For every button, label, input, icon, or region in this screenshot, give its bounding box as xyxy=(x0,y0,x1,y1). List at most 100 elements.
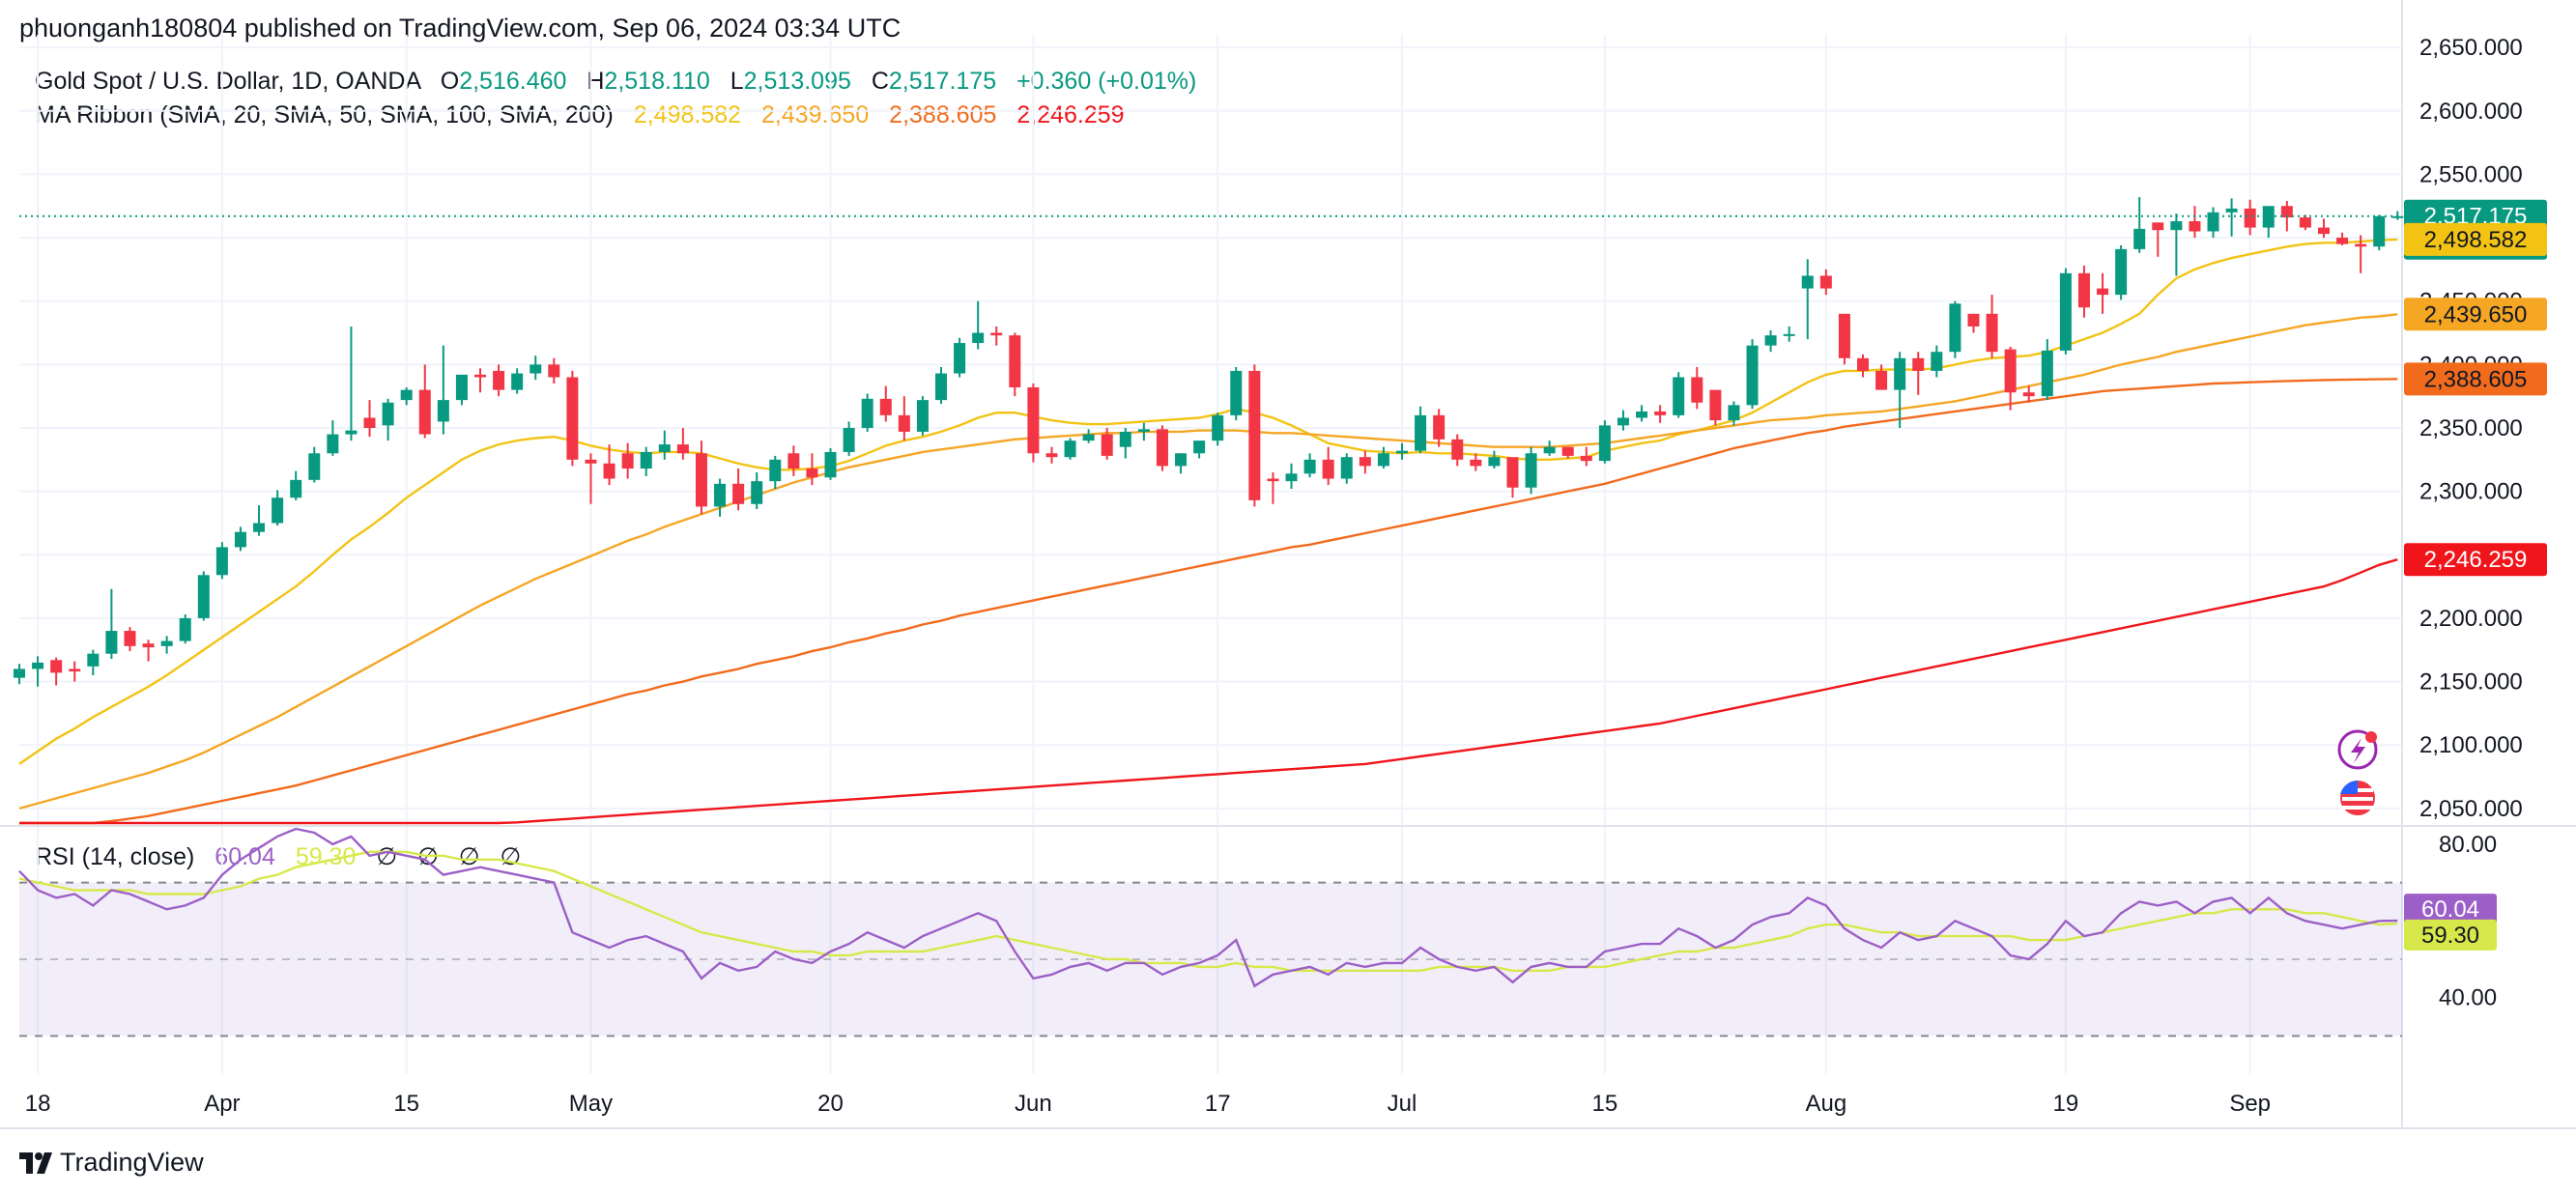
candle-body[interactable] xyxy=(1912,357,1925,371)
candle-body[interactable] xyxy=(2280,206,2293,218)
candle-body[interactable] xyxy=(566,377,579,460)
candle-body[interactable] xyxy=(2244,208,2256,228)
candle-body[interactable] xyxy=(751,481,763,504)
candle-body[interactable] xyxy=(1949,303,1961,353)
candle-body[interactable] xyxy=(1451,439,1464,460)
candle-body[interactable] xyxy=(1009,335,1021,387)
lightning-icon[interactable] xyxy=(2337,729,2378,770)
candle-body[interactable] xyxy=(658,444,671,452)
candle-body[interactable] xyxy=(2022,392,2035,397)
candle-body[interactable] xyxy=(843,428,855,452)
candle-body[interactable] xyxy=(1986,313,1998,353)
candle-body[interactable] xyxy=(2097,288,2109,296)
candle-body[interactable] xyxy=(1654,411,1667,415)
candle-body[interactable] xyxy=(2207,212,2219,232)
candle-body[interactable] xyxy=(1175,453,1188,467)
candle-body[interactable] xyxy=(898,414,910,432)
candle-body[interactable] xyxy=(1156,429,1168,467)
candle-body[interactable] xyxy=(1580,455,1592,462)
candle-body[interactable] xyxy=(916,400,929,432)
candle-body[interactable] xyxy=(879,398,892,415)
candle-body[interactable] xyxy=(806,469,818,478)
candle-body[interactable] xyxy=(990,332,1003,336)
candle-body[interactable] xyxy=(179,617,191,641)
candle-body[interactable] xyxy=(1673,377,1685,415)
candle-body[interactable] xyxy=(1967,313,1980,327)
candle-body[interactable] xyxy=(1617,417,1629,426)
candle-body[interactable] xyxy=(1285,473,1298,482)
candle-body[interactable] xyxy=(272,498,284,524)
candle-body[interactable] xyxy=(769,459,782,482)
symbol-title[interactable]: Gold Spot / U.S. Dollar, 1D, OANDA xyxy=(35,68,420,95)
candle-body[interactable] xyxy=(824,451,837,478)
candle-body[interactable] xyxy=(1819,275,1832,289)
candle-body[interactable] xyxy=(253,523,266,532)
candle-body[interactable] xyxy=(2170,220,2183,231)
candle-body[interactable] xyxy=(50,660,63,673)
us-flag-icon[interactable] xyxy=(2338,779,2377,817)
candle-body[interactable] xyxy=(1894,357,1906,390)
candle-body[interactable] xyxy=(1801,275,1814,289)
candle-body[interactable] xyxy=(327,434,339,454)
candle-body[interactable] xyxy=(493,370,505,390)
candle-body[interactable] xyxy=(1248,370,1261,500)
candle-body[interactable] xyxy=(1783,333,1795,336)
candle-body[interactable] xyxy=(2299,217,2311,228)
candle-body[interactable] xyxy=(1082,434,1095,441)
rsi-title[interactable]: RSI (14, close) xyxy=(35,843,195,870)
candle-body[interactable] xyxy=(1709,389,1722,421)
candle-body[interactable] xyxy=(2041,350,2053,397)
candle-body[interactable] xyxy=(787,453,800,469)
candle-body[interactable] xyxy=(87,653,100,667)
candle-body[interactable] xyxy=(1746,345,1759,406)
candle-body[interactable] xyxy=(160,640,173,646)
candle-body[interactable] xyxy=(32,662,44,669)
candle-body[interactable] xyxy=(714,483,727,507)
candle-body[interactable] xyxy=(105,631,118,654)
candle-body[interactable] xyxy=(1137,429,1150,432)
candle-body[interactable] xyxy=(1377,453,1389,467)
candle-body[interactable] xyxy=(234,531,246,548)
candle-body[interactable] xyxy=(530,364,542,374)
candle-body[interactable] xyxy=(1415,414,1427,451)
candle-body[interactable] xyxy=(1875,370,1888,390)
candle-body[interactable] xyxy=(197,575,210,618)
candle-body[interactable] xyxy=(1764,335,1777,346)
candle-body[interactable] xyxy=(1433,414,1445,440)
candle-body[interactable] xyxy=(695,453,707,507)
candle-body[interactable] xyxy=(1359,457,1371,467)
candle-body[interactable] xyxy=(1027,386,1040,454)
candle-body[interactable] xyxy=(345,430,358,435)
candle-body[interactable] xyxy=(603,463,615,479)
candle-body[interactable] xyxy=(861,398,873,428)
candle-body[interactable] xyxy=(142,643,155,648)
candle-body[interactable] xyxy=(215,547,228,576)
candle-body[interactable] xyxy=(1691,377,1703,403)
candle-body[interactable] xyxy=(1396,450,1408,454)
candle-body[interactable] xyxy=(1598,425,1611,462)
candle-body[interactable] xyxy=(455,374,468,401)
candle-body[interactable] xyxy=(2225,208,2238,213)
candle-body[interactable] xyxy=(1561,446,1574,456)
candle-body[interactable] xyxy=(1303,459,1316,474)
candle-body[interactable] xyxy=(972,332,985,344)
candle-body[interactable] xyxy=(1101,434,1113,456)
candle-body[interactable] xyxy=(437,400,449,422)
candle-body[interactable] xyxy=(1636,411,1648,418)
candle-body[interactable] xyxy=(2189,220,2201,232)
candle-body[interactable] xyxy=(1488,457,1501,467)
tradingview-logo[interactable]: TradingView xyxy=(19,1148,204,1178)
candle-body[interactable] xyxy=(1470,459,1482,467)
candle-body[interactable] xyxy=(621,453,634,469)
candle-body[interactable] xyxy=(2059,272,2072,351)
candle-body[interactable] xyxy=(2152,222,2164,231)
candle-body[interactable] xyxy=(2115,248,2128,296)
candle-body[interactable] xyxy=(1543,446,1556,454)
candle-body[interactable] xyxy=(1340,457,1353,479)
candle-body[interactable] xyxy=(1267,478,1279,482)
candle-body[interactable] xyxy=(2373,215,2386,247)
candle-body[interactable] xyxy=(676,444,689,454)
candle-body[interactable] xyxy=(954,343,966,374)
candle-body[interactable] xyxy=(1728,405,1740,421)
